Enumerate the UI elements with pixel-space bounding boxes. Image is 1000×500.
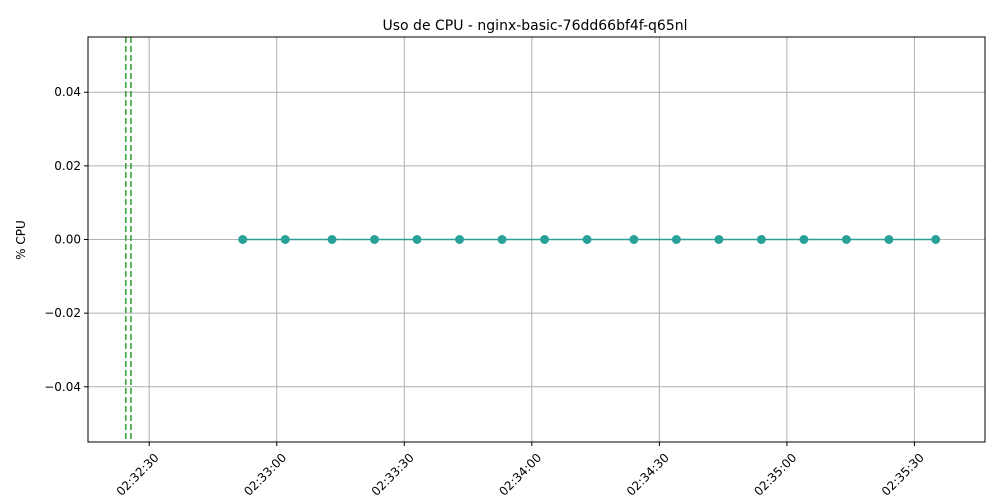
event-lines: [125, 37, 132, 442]
chart-title: Uso de CPU - nginx-basic-76dd66bf4f-q65n…: [383, 18, 688, 34]
y-tick-label: 0.00: [54, 233, 81, 247]
x-tick-label: 02:35:30: [879, 451, 927, 499]
x-tick-label: 02:33:00: [241, 451, 289, 499]
x-tick-label: 02:34:30: [624, 451, 672, 499]
data-point: [756, 235, 766, 244]
data-point: [841, 235, 851, 244]
data-point: [280, 235, 290, 244]
data-point: [370, 235, 380, 244]
data-point: [714, 235, 724, 244]
data-point: [497, 235, 507, 244]
data-point: [412, 235, 422, 244]
x-tick-label: 02:35:00: [751, 451, 799, 499]
y-tick-label: 0.02: [54, 159, 81, 173]
series-cpu: [238, 235, 941, 244]
y-tick-label: 0.04: [54, 85, 81, 99]
data-point: [238, 235, 248, 244]
data-point: [671, 235, 681, 244]
data-point: [931, 235, 941, 244]
x-tick-label: 02:33:30: [369, 451, 417, 499]
data-point: [629, 235, 639, 244]
data-point: [455, 235, 465, 244]
data-point: [884, 235, 894, 244]
x-axis: 02:32:30 02:33:00 02:33:30 02:34:00 02:34:30…: [114, 442, 927, 499]
y-axis: 0.04 0.02 0.00 −0.02 −0.04: [44, 85, 88, 394]
data-point: [540, 235, 550, 244]
x-tick-label: 02:32:30: [114, 451, 162, 499]
y-tick-label: −0.02: [44, 306, 81, 320]
y-tick-label: −0.04: [44, 380, 81, 394]
x-tick-label: 02:34:00: [496, 451, 544, 499]
data-point: [799, 235, 809, 244]
data-point: [327, 235, 337, 244]
y-axis-label: % CPU: [14, 220, 28, 260]
data-point: [582, 235, 592, 244]
